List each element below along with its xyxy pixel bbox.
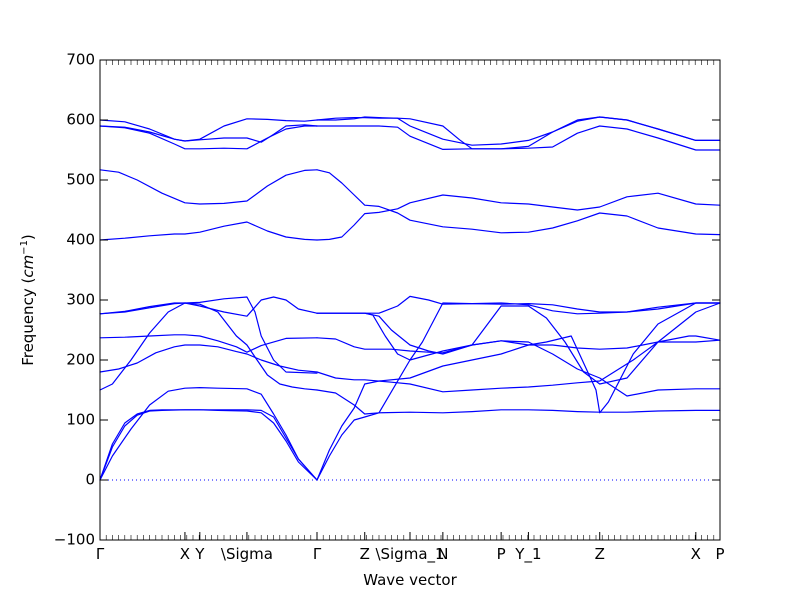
y-axis-ticks: −100 0 100 200 300 400 500 600 700 (54, 51, 720, 549)
x-tick-label: \Sigma_1 (375, 545, 444, 564)
y-tick-label: −100 (54, 531, 95, 549)
y-axis-label: Frequency (cm−1) (19, 234, 37, 366)
y-tick-label: 0 (85, 471, 95, 489)
phonon-branch-26 (316, 116, 721, 150)
phonon-branch-23 (316, 169, 721, 236)
x-tick-label: Y (194, 545, 205, 563)
y-axis-label-unit: cm (19, 255, 37, 278)
y-tick-label: 700 (66, 51, 95, 69)
y-axis-label-exponent: −1 (19, 240, 30, 255)
x-tick-label: P (715, 545, 724, 563)
y-tick-label: 200 (66, 351, 95, 369)
x-axis-ticks: Γ X Y \Sigma Γ Z \Sigma_1N P Y_1 Z X P (96, 532, 725, 564)
y-tick-label: 300 (66, 291, 95, 309)
x-tick-label: Γ (96, 545, 105, 563)
phonon-branch-17 (316, 335, 721, 393)
y-axis-label-main: Frequency ( (19, 278, 37, 366)
x-axis-label: Wave vector (363, 571, 457, 589)
phonon-branch-5 (99, 344, 318, 373)
phonon-branch-18 (316, 337, 721, 354)
phonon-branch-8 (99, 296, 318, 374)
phonon-branch-11 (99, 125, 318, 150)
x-tick-label: X (180, 545, 190, 563)
phonon-branch-9 (99, 221, 318, 241)
phonon-branch-2 (99, 409, 318, 481)
x-tick-label: \Sigma (221, 545, 273, 563)
phonon-branch-21 (316, 295, 721, 315)
x-tick-label: N (437, 545, 448, 563)
phonon-branch-7 (99, 296, 318, 317)
series-layer (99, 116, 721, 481)
x-tick-label: X (691, 545, 701, 563)
y-tick-label: 600 (66, 111, 95, 129)
phonon-branch-4 (99, 302, 318, 391)
x-tick-label: Z (595, 545, 605, 563)
y-axis-label-close: ) (19, 234, 37, 240)
x-tick-label: Γ (313, 545, 322, 563)
phonon-branch-10 (99, 169, 318, 205)
phonon-branch-12 (99, 124, 318, 143)
y-tick-label: 400 (66, 231, 95, 249)
y-tick-label: 100 (66, 411, 95, 429)
phonon-branch-22 (316, 192, 721, 241)
y-tick-label: 500 (66, 171, 95, 189)
phonon-branch-13 (99, 118, 318, 142)
x-tick-label: Y_1 (514, 545, 541, 564)
phonon-branch-3 (99, 387, 318, 481)
x-tick-label: P (497, 545, 506, 563)
phonon-branch-14 (316, 409, 721, 481)
x-tick-label: Z (360, 545, 370, 563)
minor-ticks (99, 60, 721, 540)
